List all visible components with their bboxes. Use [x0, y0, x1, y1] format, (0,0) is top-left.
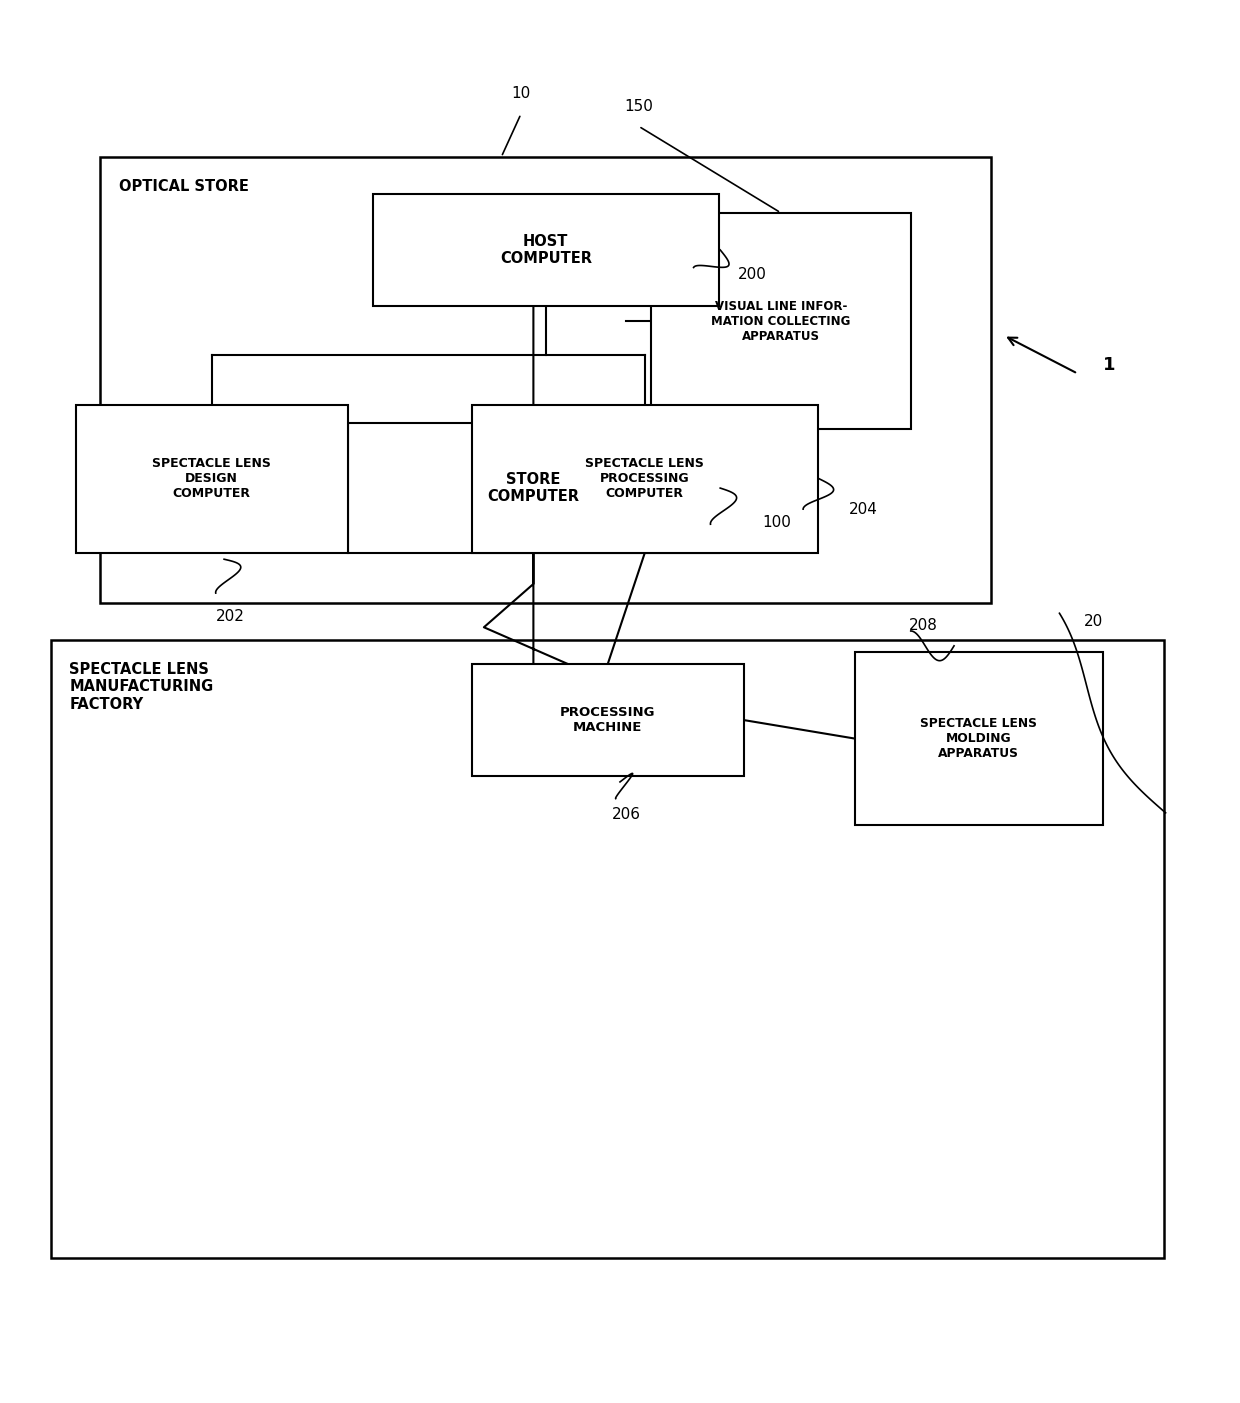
Text: 100: 100 [763, 515, 791, 529]
Text: 10: 10 [511, 87, 531, 101]
Text: 150: 150 [624, 98, 653, 114]
FancyBboxPatch shape [347, 424, 719, 553]
Text: 204: 204 [849, 502, 878, 518]
FancyBboxPatch shape [856, 652, 1102, 825]
Text: 208: 208 [909, 619, 937, 633]
Text: SPECTACLE LENS
PROCESSING
COMPUTER: SPECTACLE LENS PROCESSING COMPUTER [585, 457, 704, 501]
FancyBboxPatch shape [51, 640, 1164, 1258]
Text: 1: 1 [1102, 355, 1115, 373]
Text: SPECTACLE LENS
MANUFACTURING
FACTORY: SPECTACLE LENS MANUFACTURING FACTORY [69, 662, 213, 711]
Text: PROCESSING
MACHINE: PROCESSING MACHINE [560, 706, 656, 734]
FancyBboxPatch shape [471, 665, 744, 776]
FancyBboxPatch shape [651, 213, 910, 429]
FancyBboxPatch shape [76, 404, 347, 553]
FancyBboxPatch shape [471, 404, 818, 553]
Text: 200: 200 [738, 267, 766, 282]
FancyBboxPatch shape [100, 157, 991, 602]
Text: 20: 20 [1084, 613, 1104, 629]
FancyBboxPatch shape [372, 194, 719, 306]
Text: 202: 202 [216, 609, 244, 624]
Text: 206: 206 [611, 807, 641, 822]
Text: SPECTACLE LENS
DESIGN
COMPUTER: SPECTACLE LENS DESIGN COMPUTER [153, 457, 272, 501]
Text: OPTICAL STORE: OPTICAL STORE [119, 180, 249, 195]
Text: VISUAL LINE INFOR-
MATION COLLECTING
APPARATUS: VISUAL LINE INFOR- MATION COLLECTING APP… [712, 300, 851, 342]
Text: HOST
COMPUTER: HOST COMPUTER [500, 234, 591, 267]
Text: STORE
COMPUTER: STORE COMPUTER [487, 471, 579, 504]
Text: SPECTACLE LENS
MOLDING
APPARATUS: SPECTACLE LENS MOLDING APPARATUS [920, 717, 1037, 760]
